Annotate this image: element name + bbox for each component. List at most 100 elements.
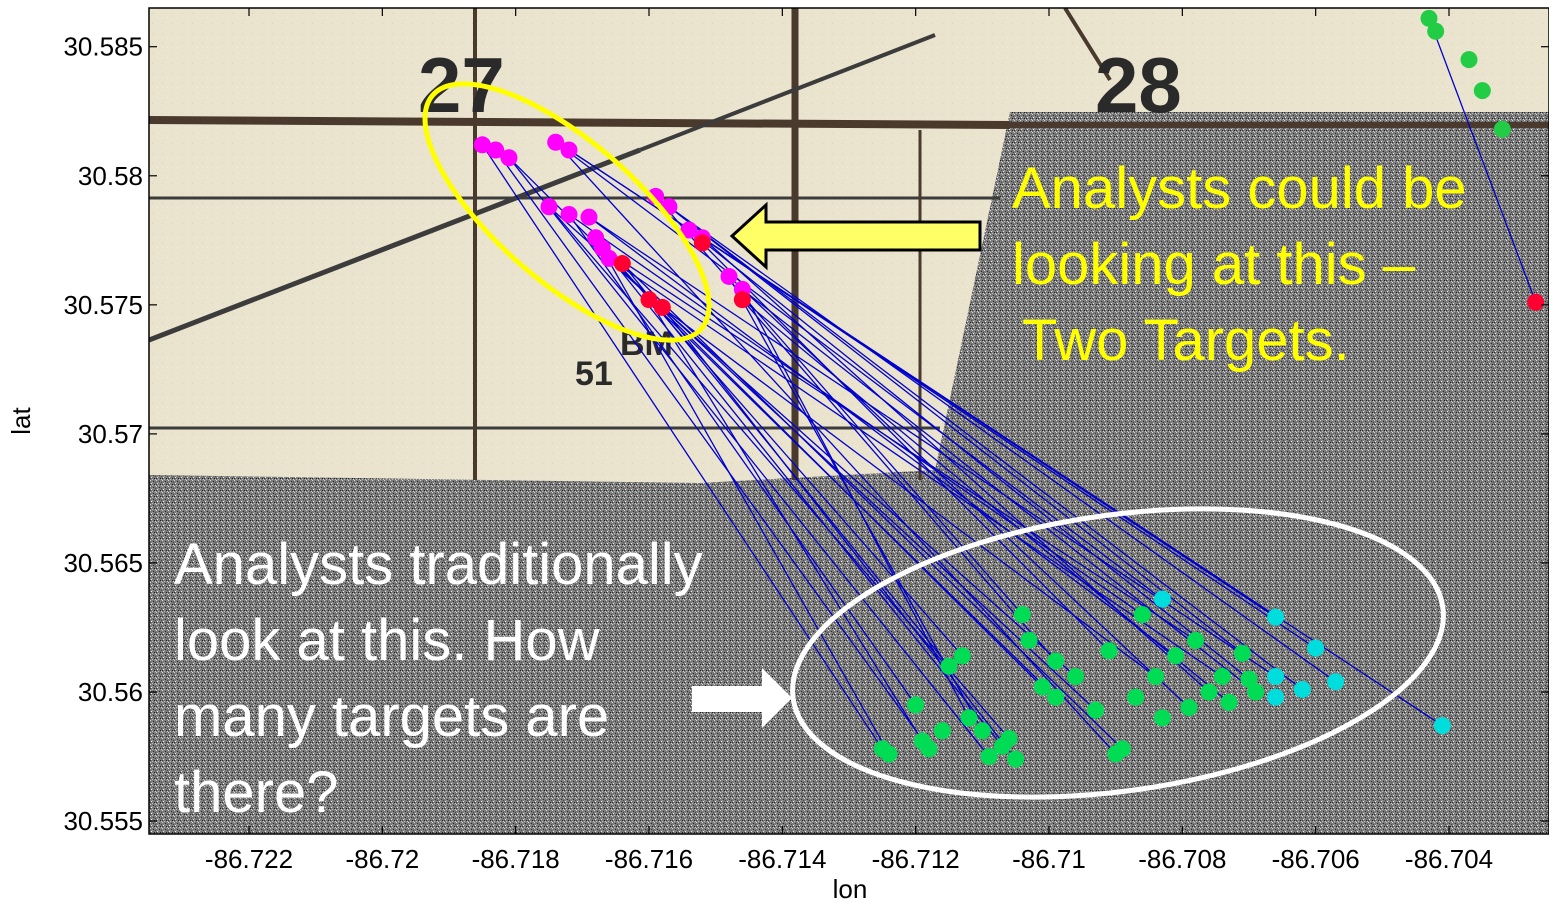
y-tick-label: 30.57 (78, 419, 143, 449)
start-points-magenta-point (547, 133, 565, 151)
map-road-line (1063, 8, 1112, 82)
end-points-cyan-point (1267, 688, 1285, 706)
end-points-green-point (880, 745, 898, 763)
x-tick-label: -86.718 (472, 844, 560, 874)
y-axis-label: lat (6, 406, 36, 434)
start-points-magenta-point (540, 198, 558, 216)
y-axis: 30.555 30.56 30.565 30.57 30.575 30.58 30.585 (63, 32, 1549, 836)
track-line (741, 299, 1230, 703)
annotation-yellow: Analysts could be looking at this – Two … (1012, 156, 1467, 373)
start-points-red-point (1527, 293, 1545, 311)
x-axis-label: lon (833, 874, 868, 904)
end-points-green-point (1213, 668, 1231, 686)
track-lines (481, 18, 1537, 760)
map-road-line (639, 33, 936, 152)
end-points-green-point (920, 740, 938, 758)
track-points (473, 9, 1545, 768)
top-right-track-green-point (1420, 9, 1438, 27)
end-points-green-point (973, 722, 991, 740)
track-line (495, 149, 930, 750)
track-line (728, 275, 1190, 708)
start-points-magenta-point (600, 249, 618, 267)
end-points-green-point (1013, 606, 1031, 624)
background-map: 27 28 BM 51 (149, 8, 1549, 834)
track-line (588, 216, 1177, 657)
top-right-track-green-point (1427, 22, 1445, 40)
end-points-green-point (1087, 701, 1105, 719)
end-points-green-point (1033, 678, 1051, 696)
start-points-magenta-point (473, 136, 491, 154)
end-points-green-point (1180, 699, 1198, 717)
track-line (668, 206, 1337, 683)
annotation-line: there? (174, 760, 338, 825)
end-points-green-point (1113, 740, 1131, 758)
track-line (595, 237, 890, 755)
y-tick-label: 30.555 (63, 806, 143, 836)
track-line (608, 257, 1223, 678)
track-line (608, 257, 1097, 711)
end-points-green-point (1133, 606, 1151, 624)
start-points-red-point (640, 291, 658, 309)
arrow-yellow-icon (729, 201, 982, 271)
track-line (568, 213, 1143, 616)
end-points-cyan-point (1293, 680, 1311, 698)
x-tick-label: -86.714 (738, 844, 826, 874)
end-points-green-point (1047, 688, 1065, 706)
end-points-green-point (940, 657, 958, 675)
end-points-green-point (1020, 631, 1038, 649)
end-points-green-point (907, 696, 925, 714)
end-points-green-point (1233, 644, 1251, 662)
end-points-cyan-point (1153, 590, 1171, 608)
end-points-green-point (1247, 683, 1265, 701)
highlight-ellipse-white (790, 506, 1446, 800)
start-points-red-point (653, 298, 671, 316)
x-tick-label: -86.71 (1012, 844, 1086, 874)
annotation-white: Analysts traditionally look at this. How… (174, 532, 703, 825)
track-line (688, 229, 1110, 652)
end-points-green-point (1007, 750, 1025, 768)
end-points-cyan-point (1307, 639, 1325, 657)
end-points-green-point (1200, 683, 1218, 701)
x-tick-label: -86.706 (1272, 844, 1360, 874)
track-line (655, 196, 1023, 616)
end-points-green-point (1000, 729, 1018, 747)
annotation-line: looking at this – (1012, 232, 1416, 297)
x-tick-label: -86.716 (605, 844, 693, 874)
track-line (621, 263, 1123, 750)
start-points-red-point (733, 291, 751, 309)
end-points-cyan-point (1267, 668, 1285, 686)
end-points-green-point (1187, 631, 1205, 649)
y-tick-label: 30.585 (63, 32, 143, 62)
end-points-cyan-point (1433, 717, 1451, 735)
arrow-white-icon (692, 668, 792, 728)
end-points-green-point (1127, 688, 1145, 706)
end-points-green-point (1153, 709, 1171, 727)
y-tick-label: 30.56 (78, 677, 143, 707)
end-points-green-point (1167, 647, 1185, 665)
track-line (648, 299, 923, 742)
end-points-green-point (1240, 670, 1258, 688)
end-points-green-point (1047, 652, 1065, 670)
x-tick-label: -86.704 (1405, 844, 1493, 874)
end-points-green-point (933, 722, 951, 740)
track-line (741, 299, 1057, 662)
map-label-28: 28 (1095, 41, 1182, 129)
end-points-green-point (960, 709, 978, 727)
end-points-cyan-point (1267, 608, 1285, 626)
x-axis: -86.722 -86.72 -86.718 -86.716 -86.714 -86.71… (205, 8, 1493, 874)
map-label-bm-number: 51 (575, 355, 613, 393)
plot-frame (148, 7, 1549, 835)
annotation-line: Two Targets. (1022, 308, 1350, 373)
top-right-track-green-point (1460, 51, 1478, 69)
end-points-green-point (1100, 642, 1118, 660)
start-points-magenta-point (500, 149, 518, 167)
top-right-track-green-point (1473, 82, 1491, 100)
start-points-red-point (693, 234, 711, 252)
start-points-magenta-point (647, 187, 665, 205)
annotation-line: Analysts could be (1012, 156, 1467, 221)
start-points-magenta-point (580, 208, 598, 226)
map-road-line (149, 147, 641, 343)
start-points-magenta-point (720, 267, 738, 285)
end-points-cyan-point (1327, 673, 1345, 691)
